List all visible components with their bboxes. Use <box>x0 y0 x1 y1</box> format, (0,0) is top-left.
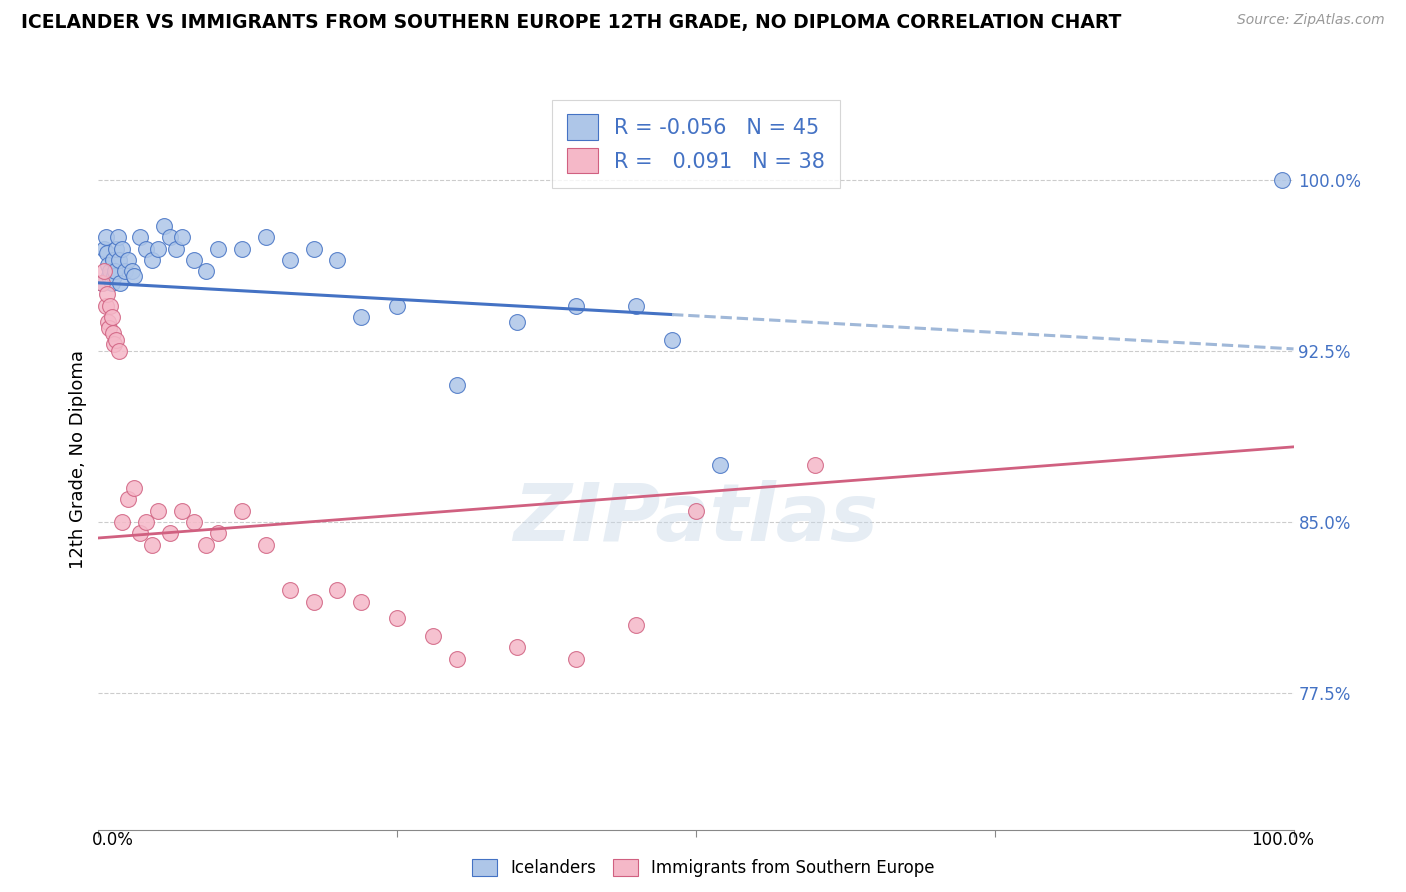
Point <box>159 230 181 244</box>
Point <box>114 264 136 278</box>
Point <box>278 253 301 268</box>
Point <box>153 219 176 233</box>
Point <box>626 299 648 313</box>
Y-axis label: 12th Grade, No Diploma: 12th Grade, No Diploma <box>69 350 87 569</box>
Point <box>105 333 128 347</box>
Point <box>111 242 134 256</box>
Point <box>148 503 170 517</box>
Point <box>98 299 122 313</box>
Point <box>94 230 117 244</box>
Point <box>422 629 444 643</box>
Point <box>141 253 163 268</box>
Point <box>93 264 115 278</box>
Point <box>97 258 120 272</box>
Point <box>124 481 146 495</box>
Point <box>254 230 277 244</box>
Point <box>101 326 124 340</box>
Point <box>207 242 229 256</box>
Point <box>98 264 122 278</box>
Point <box>103 337 125 351</box>
Point <box>96 246 118 260</box>
Point <box>93 242 115 256</box>
Point <box>135 515 157 529</box>
Text: 0.0%: 0.0% <box>91 831 134 849</box>
Point <box>165 242 187 256</box>
Point <box>141 538 163 552</box>
Point <box>804 458 827 472</box>
Text: 100.0%: 100.0% <box>1251 831 1315 849</box>
Point <box>107 253 129 268</box>
Point <box>111 515 134 529</box>
Text: ICELANDER VS IMMIGRANTS FROM SOUTHERN EUROPE 12TH GRADE, NO DIPLOMA CORRELATION : ICELANDER VS IMMIGRANTS FROM SOUTHERN EU… <box>21 13 1122 32</box>
Point <box>117 253 139 268</box>
Point <box>135 242 157 256</box>
Point <box>98 268 121 283</box>
Point <box>709 458 731 472</box>
Point <box>100 310 122 324</box>
Point <box>129 230 152 244</box>
Point <box>101 253 124 268</box>
Point <box>254 538 277 552</box>
Point <box>446 651 468 665</box>
Point <box>108 276 131 290</box>
Point <box>685 503 707 517</box>
Point <box>107 344 129 359</box>
Point <box>94 299 117 313</box>
Point <box>302 242 325 256</box>
Point <box>172 503 194 517</box>
Point <box>506 640 529 655</box>
Point <box>626 617 648 632</box>
Point <box>105 242 128 256</box>
Point <box>107 230 129 244</box>
Point <box>172 230 194 244</box>
Point <box>207 526 229 541</box>
Point <box>129 526 152 541</box>
Point <box>506 314 529 328</box>
Text: ZIPatlas: ZIPatlas <box>513 480 879 558</box>
Point <box>91 276 114 290</box>
Point <box>565 299 588 313</box>
Point <box>117 492 139 507</box>
Legend: Icelanders, Immigrants from Southern Europe: Icelanders, Immigrants from Southern Eur… <box>465 852 941 884</box>
Point <box>121 264 143 278</box>
Point <box>326 583 349 598</box>
Point <box>183 515 205 529</box>
Point <box>661 333 683 347</box>
Point <box>385 610 409 624</box>
Point <box>350 310 373 324</box>
Point <box>446 378 468 392</box>
Point <box>96 287 118 301</box>
Point <box>350 595 373 609</box>
Point <box>231 242 253 256</box>
Point <box>124 268 146 283</box>
Point <box>565 651 588 665</box>
Point <box>195 538 218 552</box>
Point <box>302 595 325 609</box>
Point <box>98 321 121 335</box>
Point <box>100 276 122 290</box>
Point <box>103 268 125 283</box>
Point <box>195 264 218 278</box>
Point <box>97 314 120 328</box>
Text: Source: ZipAtlas.com: Source: ZipAtlas.com <box>1237 13 1385 28</box>
Point <box>385 299 409 313</box>
Point <box>148 242 170 256</box>
Point <box>1271 173 1294 187</box>
Point <box>231 503 253 517</box>
Point <box>159 526 181 541</box>
Point <box>183 253 205 268</box>
Point <box>104 264 127 278</box>
Point <box>326 253 349 268</box>
Legend: R = -0.056   N = 45, R =   0.091   N = 38: R = -0.056 N = 45, R = 0.091 N = 38 <box>553 100 839 188</box>
Point <box>91 276 114 290</box>
Point <box>278 583 301 598</box>
